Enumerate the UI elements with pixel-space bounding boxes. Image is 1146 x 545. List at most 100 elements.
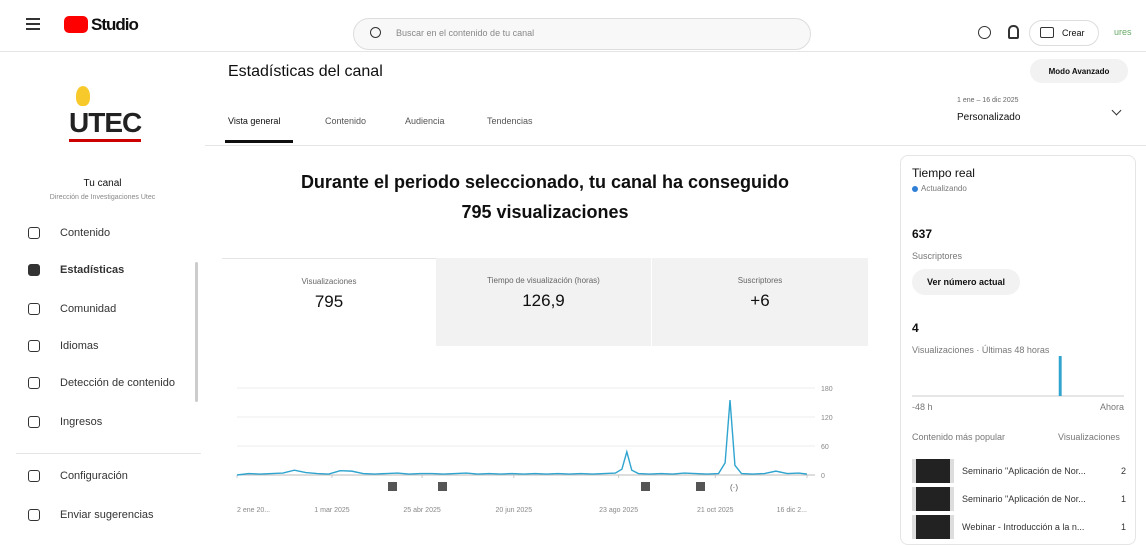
headline-line-2: 795 visualizaciones [222,202,868,223]
nav-label: Enviar sugerencias [60,509,154,521]
popular-title: Seminario "Aplicación de Nor... [962,494,1112,504]
nav-item[interactable]: Configuración [28,470,128,482]
metric-card[interactable]: Tiempo de visualización (horas) 126,9 [436,258,651,346]
event-marker[interactable] [438,482,447,491]
nav-item[interactable]: Idiomas [28,340,99,352]
views-count: 4 [912,321,919,335]
y-tick-label: 60 [821,444,829,451]
realtime-title: Tiempo real [912,166,975,180]
event-marker[interactable]: (·) [730,483,738,492]
popular-item[interactable]: Seminario "Aplicación de Nor...2 [912,458,1126,484]
nav-item[interactable]: Ingresos [28,416,102,428]
search-placeholder: Buscar en el contenido de tu canal [396,28,534,38]
show-count-button[interactable]: Ver número actual [912,269,1020,295]
thumbnail [912,515,954,539]
x-tick-label: 21 oct 2025 [697,507,734,514]
axis-start: -48 h [912,402,933,412]
channel-logo: UTEC [69,107,141,142]
nav-label: Detección de contenido [60,377,175,389]
search-icon [370,27,381,38]
menu-button[interactable] [26,18,40,30]
popular-views: 1 [1112,494,1126,504]
nav-icon [28,470,40,482]
live-dot [912,186,918,192]
popular-title: Seminario "Aplicación de Nor... [962,466,1112,476]
nav-icon [28,416,40,428]
header-divider [205,145,1146,146]
nav-item[interactable]: Contenido [28,227,110,239]
avatar[interactable]: ures [1114,27,1132,37]
x-tick-label: 20 jun 2025 [496,507,533,514]
metric-label: Suscriptores [652,276,868,285]
metric-label: Visualizaciones [222,277,436,286]
logo-bulb [76,86,90,106]
metric-value: 126,9 [436,291,651,311]
nav-icon [28,264,40,276]
thumbnail [912,459,954,483]
popular-item[interactable]: Seminario "Aplicación de Nor...1 [912,486,1126,512]
line-series [237,400,807,475]
nav-label: Comunidad [60,303,116,315]
metric-label: Tiempo de visualización (horas) [436,276,651,285]
nav-item[interactable]: Detección de contenido [28,377,175,389]
event-marker[interactable] [388,482,397,491]
nav-label: Ingresos [60,416,102,428]
channel-label: Tu canal [0,178,205,189]
metric-value: +6 [652,291,868,311]
create-icon [1040,27,1054,38]
x-tick-label: 23 ago 2025 [599,507,638,514]
bar [1059,356,1062,396]
tab[interactable]: Contenido [325,116,366,126]
nav-icon [28,509,40,521]
channel-name: Dirección de Investigaciones Utec [0,194,205,201]
metric-value: 795 [222,292,436,312]
logo-text[interactable]: Studio [91,15,138,35]
page: {"header":{"logo":"Studio","search_place… [0,0,1146,537]
nav-icon [28,377,40,389]
event-marker[interactable] [641,482,650,491]
tab[interactable]: Vista general [228,116,280,126]
event-marker[interactable] [696,482,705,491]
line-chart: 0 60 120 180 2 ene 20... 1 mar 2025 25 abr 202… [222,370,868,530]
y-tick-label: 120 [821,415,833,422]
realtime-bar-chart [912,352,1124,398]
nav-label: Configuración [60,470,128,482]
date-range: 1 ene – 16 dic 2025 [957,97,1019,104]
nav-item[interactable]: Comunidad [28,303,116,315]
nav-icon [28,227,40,239]
tab[interactable]: Audiencia [405,116,445,126]
x-tick-label: 1 mar 2025 [314,507,350,514]
popular-label: Contenido más popular [912,432,1005,442]
popular-item[interactable]: Webinar - Introducción a la n...1 [912,514,1126,540]
advanced-mode-button[interactable]: Modo Avanzado [1030,59,1128,83]
nav-label: Contenido [60,227,110,239]
tab[interactable]: Tendencias [487,116,533,126]
nav-icon [28,303,40,315]
nav-label: Estadísticas [60,264,124,276]
x-tick-label: 25 abr 2025 [403,507,440,514]
help-icon[interactable] [978,26,991,39]
nav-item[interactable]: Estadísticas [28,264,124,276]
metric-card[interactable]: Visualizaciones 795 [222,258,436,346]
page-title: Estadísticas del canal [228,63,383,81]
y-tick-label: 180 [821,386,833,393]
realtime-status: Actualizando [921,184,967,193]
subscriber-count: 637 [912,227,932,241]
x-tick-label: 16 dic 2... [777,507,807,514]
nav-item[interactable]: Enviar sugerencias [28,509,154,521]
logo-icon [64,16,88,33]
popular-views: 1 [1112,522,1126,532]
date-dropdown-icon[interactable] [1112,106,1122,116]
nav-icon [28,340,40,352]
notifications-icon[interactable] [1008,25,1019,39]
nav-label: Idiomas [60,340,99,352]
active-tab-indicator [225,140,293,143]
scrollbar [195,262,198,402]
y-tick-label: 0 [821,473,825,480]
x-tick-label: 2 ene 20... [237,507,270,514]
popular-views: 2 [1112,466,1126,476]
date-preset[interactable]: Personalizado [957,112,1020,123]
subscriber-label-text: Suscriptores [912,251,962,261]
metric-card[interactable]: Suscriptores +6 [652,258,868,346]
divider [16,453,201,454]
